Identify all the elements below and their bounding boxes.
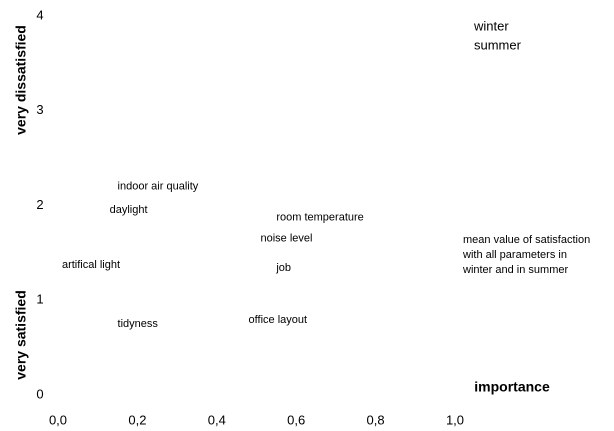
point-label: indoor air quality: [118, 180, 199, 192]
x-tick-label: 0,2: [128, 412, 146, 427]
y-tick-label: 4: [36, 7, 43, 22]
y-tick-label: 0: [36, 386, 43, 401]
x-tick-label: 0,6: [287, 412, 305, 427]
y-tick-label: 3: [36, 102, 43, 117]
y-axis-label-low: very satisfied: [13, 290, 29, 380]
point-label: tidyness: [118, 318, 159, 330]
x-tick-label: 0,4: [208, 412, 226, 427]
point-label: job: [275, 262, 291, 274]
x-tick-label: 0,0: [49, 412, 67, 427]
legend-entry: winter: [473, 18, 509, 33]
y-tick-label: 1: [36, 292, 43, 307]
x-tick-label: 0,8: [367, 412, 385, 427]
x-axis-label: importance: [474, 379, 550, 395]
y-tick-label: 2: [36, 197, 43, 212]
annotation: with all parameters in: [462, 249, 567, 261]
point-label: noise level: [260, 233, 312, 245]
point-label: room temperature: [276, 212, 363, 224]
annotation: mean value of satisfaction: [463, 234, 590, 246]
point-label: daylight: [110, 204, 148, 216]
x-tick-label: 1,0: [446, 412, 464, 427]
point-label: artifical light: [62, 259, 120, 271]
y-axis-label-high: very dissatisfied: [13, 25, 29, 135]
annotation: winter and in summer: [462, 264, 568, 276]
legend-entry: summer: [474, 37, 522, 52]
point-label: office layout: [249, 314, 308, 326]
